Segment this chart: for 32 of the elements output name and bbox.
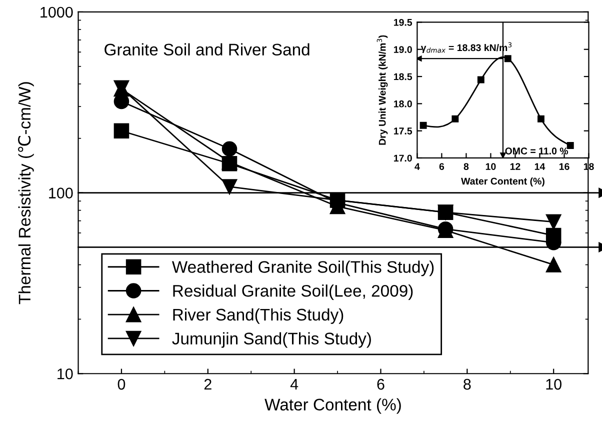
x-tick-label: 8 xyxy=(464,378,471,390)
x-tick-label: 2 xyxy=(204,378,212,390)
text: Granite Soil and River Sand xyxy=(104,43,310,56)
ref-line-label: OMC = 11.0 % xyxy=(505,148,568,154)
x-axis-title: Water Content (%) xyxy=(461,177,544,187)
y-tick-label: 10 xyxy=(58,368,73,380)
x-tick-label: 0 xyxy=(118,378,126,390)
x-tick-label: 12 xyxy=(510,163,520,170)
x-tick-label: 8 xyxy=(464,163,469,170)
legend-label: Jumunjin Sand(This Study) xyxy=(172,332,371,348)
x-tick-label: 10 xyxy=(546,378,562,390)
x-tick-label: 6 xyxy=(377,378,384,390)
x-axis-title: Water Content (%) xyxy=(264,398,401,414)
x-tick-label: 6 xyxy=(439,163,444,170)
legend-label: River Sand(This Study) xyxy=(173,308,344,324)
x-tick-label: 4 xyxy=(290,379,298,390)
x-tick-label: 14 xyxy=(534,163,546,170)
y-tick-label: 100 xyxy=(49,188,73,198)
y-tick-label: 17.5 xyxy=(394,128,412,134)
y-tick-label: 19.0 xyxy=(394,46,412,53)
y-tick-label: 19.5 xyxy=(394,18,412,26)
x-tick-label: 16 xyxy=(559,163,570,170)
y-tick-label: 18.5 xyxy=(394,73,412,80)
x-tick-label: 10 xyxy=(486,163,496,170)
legend-label: Residual Granite Soil(Lee, 2009) xyxy=(173,284,413,300)
x-tick-label: 4 xyxy=(414,163,420,170)
y-tick-label: 17.0 xyxy=(394,154,412,162)
y-axis-title: Thermal Resistivity (℃-cm/W) xyxy=(18,82,34,304)
y-tick-label: 1000 xyxy=(40,6,73,18)
y-tick-label: 18.0 xyxy=(394,100,412,108)
y-axis-title: Dry Unit Weight (kN/m$^{3}$) xyxy=(376,35,388,145)
legend-label: Weathered Granite Soil(This Study) xyxy=(172,260,434,276)
